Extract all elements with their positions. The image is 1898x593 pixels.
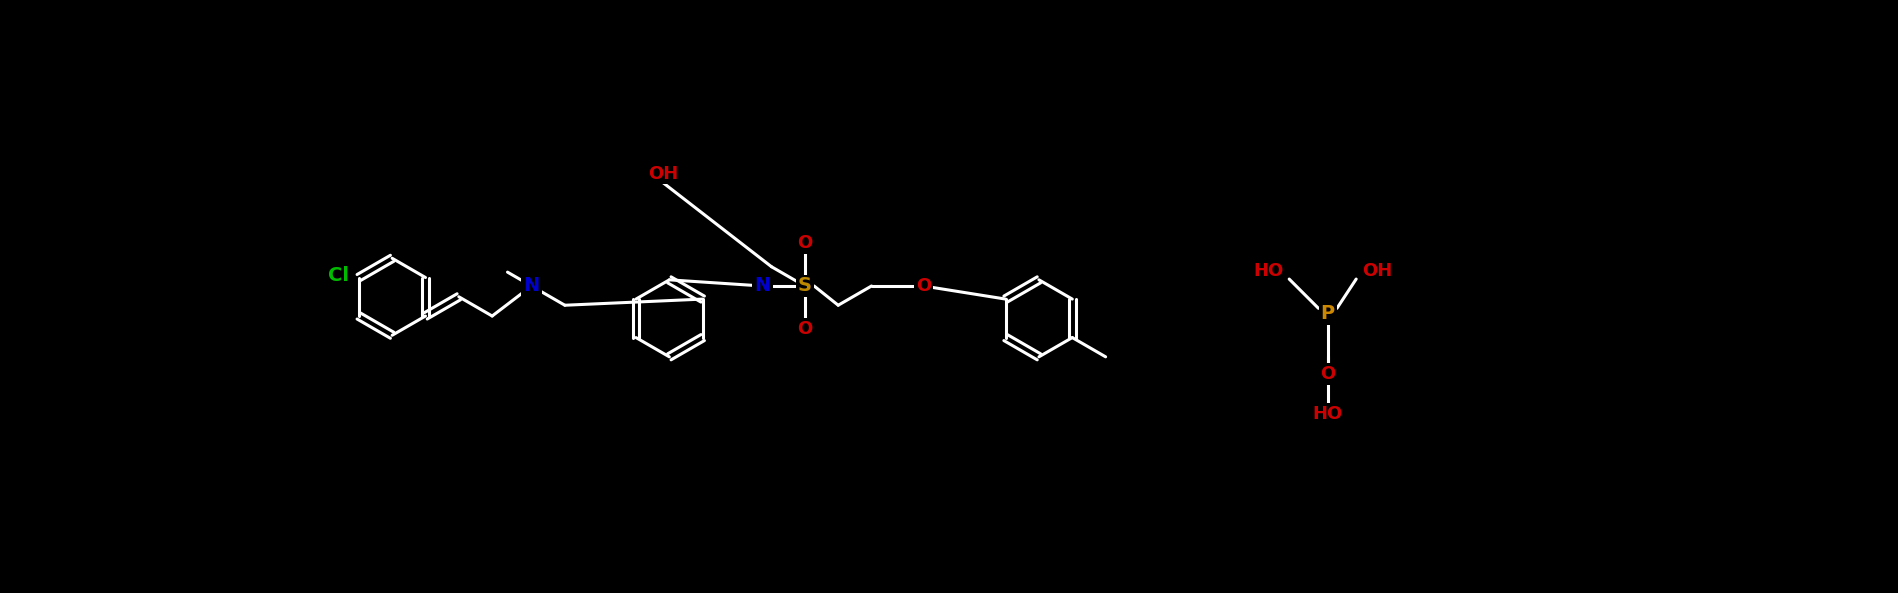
- Text: S: S: [797, 276, 812, 295]
- Text: OH: OH: [1363, 262, 1393, 280]
- Text: O: O: [1321, 365, 1336, 382]
- Text: Cl: Cl: [328, 266, 349, 285]
- Text: P: P: [1321, 304, 1334, 323]
- Text: HO: HO: [1313, 405, 1342, 423]
- Text: N: N: [754, 276, 771, 295]
- Text: O: O: [797, 234, 812, 252]
- Text: N: N: [524, 276, 539, 295]
- Text: O: O: [917, 277, 932, 295]
- Text: HO: HO: [1253, 262, 1283, 280]
- Text: OH: OH: [647, 165, 678, 183]
- Text: O: O: [797, 320, 812, 338]
